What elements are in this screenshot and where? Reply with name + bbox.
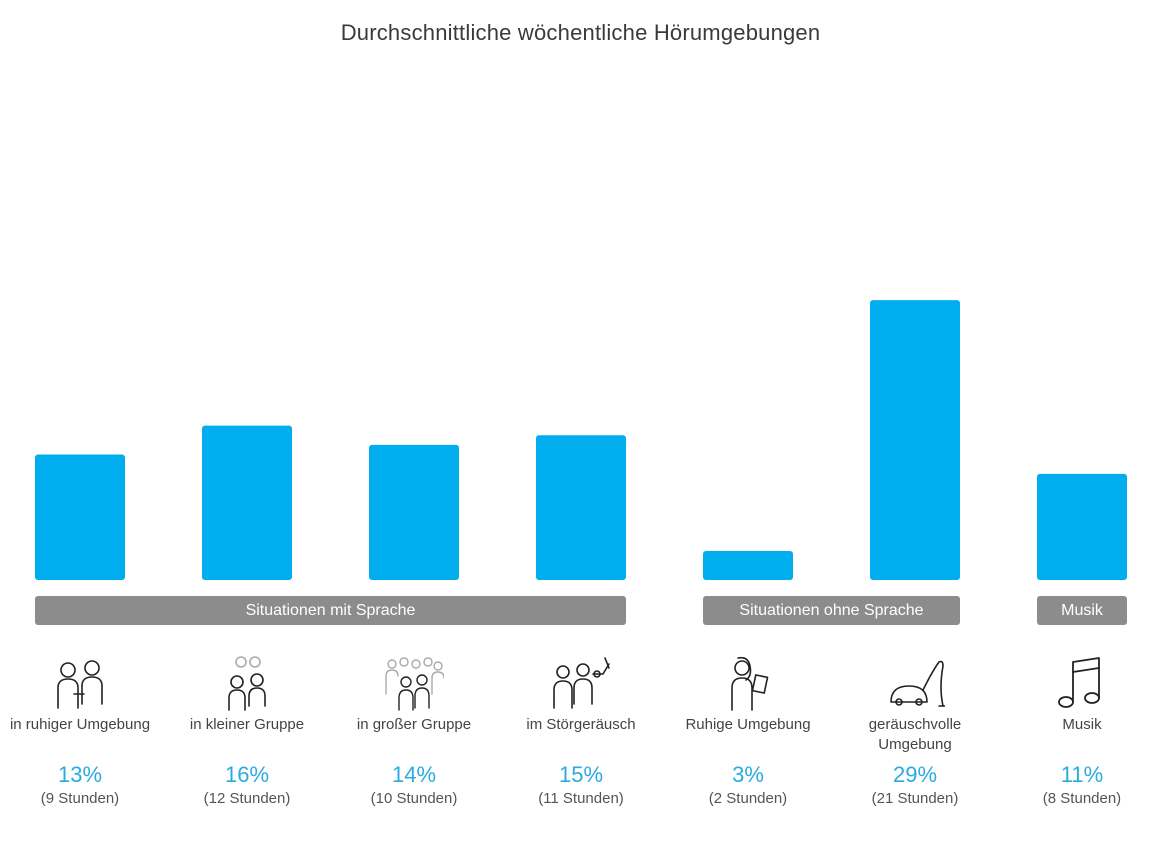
small-group-icon (217, 654, 277, 714)
people-with-noise-icon (551, 654, 611, 714)
group-bar-ohne-sprache: Situationen ohne Sprache (703, 596, 960, 625)
category-label: Musik (1062, 716, 1102, 733)
category-label: Ruhige Umgebung (685, 716, 811, 733)
category-label: in kleiner Gruppe (189, 716, 305, 733)
person-reading-icon (718, 654, 778, 714)
music-note-icon (1052, 654, 1112, 714)
category-label: im Störgeräusch (526, 716, 636, 733)
bar-7 (1037, 473, 1127, 580)
percent-label: 11% (1060, 762, 1104, 787)
hours-label: (8 Stunden) (1042, 790, 1122, 807)
hours-label: (10 Stunden) (370, 790, 458, 807)
hours-label: (11 Stunden) (538, 790, 624, 807)
bar-chart (35, 300, 1127, 580)
bar-3 (369, 444, 459, 580)
group-bar-musik: Musik (1037, 596, 1127, 625)
large-group-icon (384, 654, 445, 714)
bar-5 (703, 551, 793, 580)
percent-label: 15% (558, 762, 604, 787)
percent-label: 16% (224, 762, 270, 787)
hours-label: (2 Stunden) (708, 790, 788, 807)
bar-6 (870, 300, 960, 580)
hours-label: (12 Stunden) (203, 790, 291, 807)
category-label: in ruhiger Umgebung (9, 716, 151, 733)
percent-label: 29% (892, 762, 938, 787)
bar-2 (202, 425, 292, 580)
percent-label: 13% (57, 762, 103, 787)
group-bar-mit-sprache: Situationen mit Sprache (35, 596, 626, 625)
bar-4 (536, 435, 626, 580)
chart-title: Durchschnittliche wöchentliche Hörumgebu… (340, 20, 821, 45)
hours-label: (21 Stunden) (871, 790, 959, 807)
bar-1 (35, 454, 125, 580)
category-label: in großer Gruppe (356, 716, 472, 733)
percent-label: 3% (732, 762, 764, 787)
category-label: geräuschvolle Umgebung (868, 716, 962, 753)
vacuum-cleaner-icon (885, 654, 946, 714)
percent-label: 14% (391, 762, 437, 787)
hours-label: (9 Stunden) (40, 790, 120, 807)
two-people-talking-icon (50, 654, 110, 714)
